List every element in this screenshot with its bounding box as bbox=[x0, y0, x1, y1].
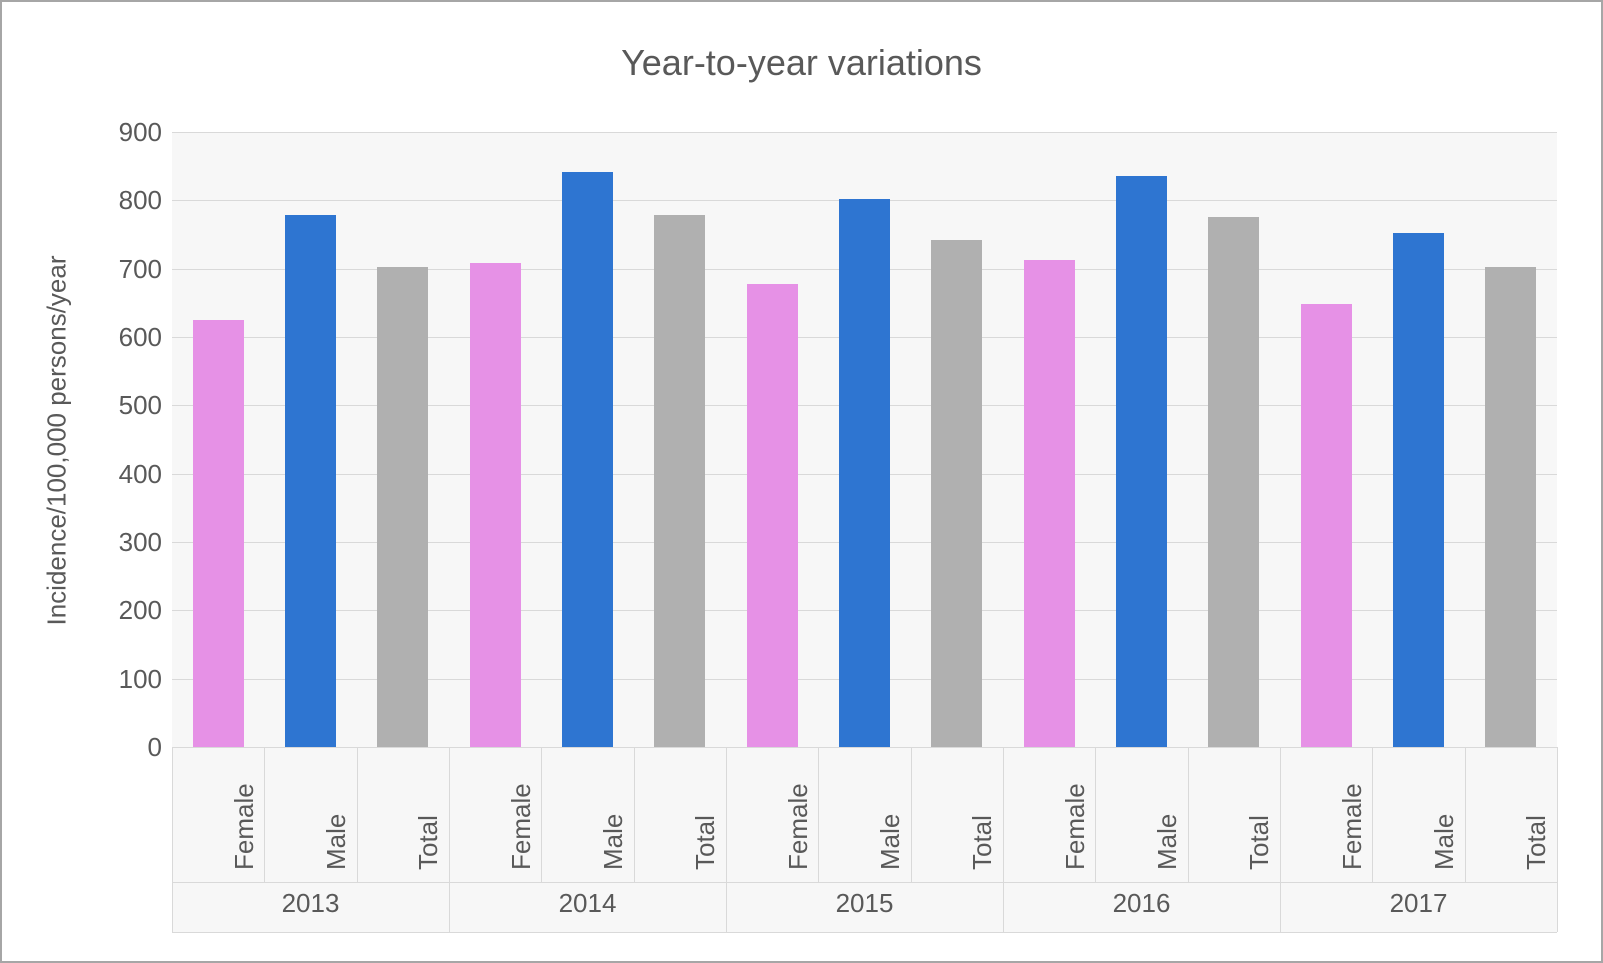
y-tick-label: 700 bbox=[92, 254, 162, 285]
subgroup-label: Total bbox=[690, 815, 721, 870]
x-sub-separator bbox=[541, 747, 542, 882]
x-sub-separator bbox=[1465, 747, 1466, 882]
bar-2014-female bbox=[470, 263, 521, 747]
y-axis-label: Incidence/100,000 persons/year bbox=[42, 190, 73, 690]
subgroup-label: Female bbox=[506, 783, 537, 870]
subgroup-label: Total bbox=[1244, 815, 1275, 870]
y-tick-label: 300 bbox=[92, 527, 162, 558]
chart-container: Year-to-year variations Incidence/100,00… bbox=[0, 0, 1603, 963]
y-tick-label: 0 bbox=[92, 732, 162, 763]
y-tick-label: 900 bbox=[92, 117, 162, 148]
bar-2013-total bbox=[377, 267, 428, 747]
subgroup-label: Male bbox=[598, 814, 629, 870]
y-tick-label: 500 bbox=[92, 390, 162, 421]
x-sub-separator bbox=[1095, 747, 1096, 882]
subgroup-label: Total bbox=[413, 815, 444, 870]
y-tick-label: 200 bbox=[92, 595, 162, 626]
subgroup-label: Female bbox=[1060, 783, 1091, 870]
x-axis-side bbox=[172, 747, 173, 932]
subgroup-label: Male bbox=[321, 814, 352, 870]
x-axis-side bbox=[1557, 747, 1558, 932]
year-label: 2016 bbox=[1003, 888, 1280, 919]
bar-2013-male bbox=[285, 215, 336, 747]
year-label: 2017 bbox=[1280, 888, 1557, 919]
chart-title: Year-to-year variations bbox=[2, 42, 1601, 84]
subgroup-label: Female bbox=[783, 783, 814, 870]
subgroup-label: Total bbox=[1521, 815, 1552, 870]
x-year-separator bbox=[1003, 747, 1004, 932]
x-sub-separator bbox=[357, 747, 358, 882]
bar-2014-male bbox=[562, 172, 613, 747]
bar-2016-male bbox=[1116, 176, 1167, 747]
x-sub-separator bbox=[634, 747, 635, 882]
year-label: 2013 bbox=[172, 888, 449, 919]
x-sub-separator bbox=[818, 747, 819, 882]
bar-2015-total bbox=[931, 240, 982, 747]
x-axis-line bbox=[172, 932, 1557, 933]
bar-2017-female bbox=[1301, 304, 1352, 747]
bar-2017-total bbox=[1485, 267, 1536, 747]
x-axis-line bbox=[172, 882, 1557, 883]
subgroup-label: Female bbox=[229, 783, 260, 870]
subgroup-label: Male bbox=[1152, 814, 1183, 870]
y-tick-label: 800 bbox=[92, 185, 162, 216]
x-sub-separator bbox=[1372, 747, 1373, 882]
subgroup-label: Male bbox=[1429, 814, 1460, 870]
x-sub-separator bbox=[264, 747, 265, 882]
year-label: 2015 bbox=[726, 888, 1003, 919]
x-year-separator bbox=[1280, 747, 1281, 932]
x-sub-separator bbox=[911, 747, 912, 882]
bar-2016-total bbox=[1208, 217, 1259, 747]
y-tick-label: 600 bbox=[92, 322, 162, 353]
bar-2014-total bbox=[654, 215, 705, 747]
x-year-separator bbox=[726, 747, 727, 932]
bar-2015-female bbox=[747, 284, 798, 747]
y-tick-label: 400 bbox=[92, 459, 162, 490]
x-sub-separator bbox=[1188, 747, 1189, 882]
subgroup-label: Total bbox=[967, 815, 998, 870]
x-axis-line bbox=[172, 747, 1557, 748]
bar-2013-female bbox=[193, 320, 244, 747]
bar-2016-female bbox=[1024, 260, 1075, 747]
subgroup-label: Male bbox=[875, 814, 906, 870]
y-tick-label: 100 bbox=[92, 664, 162, 695]
x-year-separator bbox=[449, 747, 450, 932]
year-label: 2014 bbox=[449, 888, 726, 919]
bar-2017-male bbox=[1393, 233, 1444, 747]
subgroup-label: Female bbox=[1337, 783, 1368, 870]
bar-2015-male bbox=[839, 199, 890, 747]
gridline bbox=[172, 132, 1557, 133]
